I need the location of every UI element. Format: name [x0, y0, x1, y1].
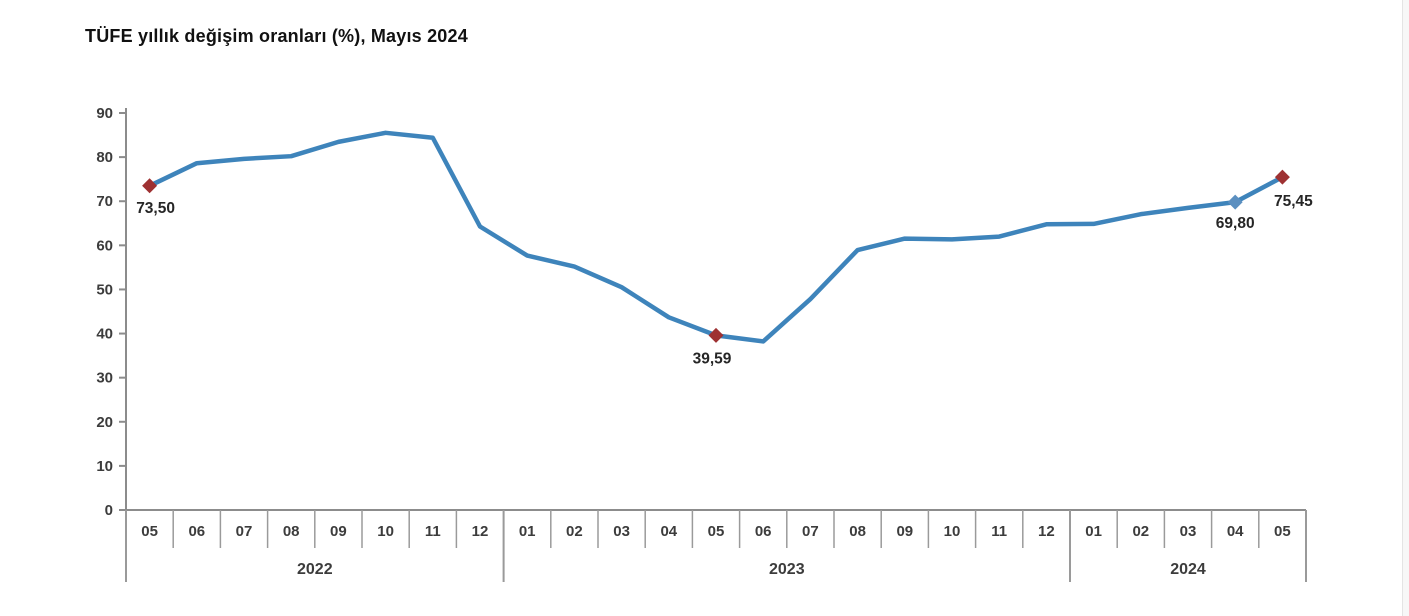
- x-month-label: 01: [519, 523, 536, 540]
- x-month-label: 09: [330, 523, 347, 540]
- data-point-label: 39,59: [693, 350, 732, 367]
- y-tick-label: 20: [96, 414, 113, 431]
- data-point-marker-red: [1274, 169, 1290, 185]
- data-point-marker-blue: [1227, 194, 1243, 210]
- y-tick-label: 90: [96, 105, 113, 122]
- scrollbar-track[interactable]: [1402, 0, 1409, 616]
- x-month-label: 04: [660, 523, 677, 540]
- x-month-label: 03: [1180, 523, 1197, 540]
- x-month-label: 06: [188, 523, 205, 540]
- x-month-label: 04: [1227, 523, 1244, 540]
- x-month-label: 03: [613, 523, 630, 540]
- data-point-label: 69,80: [1216, 215, 1255, 232]
- x-year-label: 2022: [297, 561, 333, 578]
- y-tick-label: 30: [96, 370, 113, 387]
- x-month-label: 10: [944, 523, 961, 540]
- data-point-label: 73,50: [136, 200, 175, 217]
- x-year-label: 2023: [769, 561, 805, 578]
- chart-title: TÜFE yıllık değişim oranları (%), Mayıs …: [85, 26, 468, 46]
- y-tick-label: 40: [96, 326, 113, 343]
- x-month-label: 02: [1132, 523, 1149, 540]
- x-month-label: 02: [566, 523, 583, 540]
- x-month-label: 07: [236, 523, 253, 540]
- y-tick-label: 60: [96, 237, 113, 254]
- x-month-label: 07: [802, 523, 819, 540]
- y-tick-label: 50: [96, 281, 113, 298]
- x-month-label: 12: [1038, 523, 1055, 540]
- x-month-label: 12: [472, 523, 489, 540]
- y-tick-label: 10: [96, 458, 113, 475]
- data-point-label: 75,45: [1274, 193, 1313, 210]
- y-tick-label: 0: [105, 502, 113, 519]
- y-tick-label: 70: [96, 193, 113, 210]
- x-month-label: 08: [849, 523, 866, 540]
- data-point-marker-red: [708, 327, 724, 343]
- x-month-label: 11: [991, 523, 1007, 540]
- x-month-label: 01: [1085, 523, 1102, 540]
- y-tick-label: 80: [96, 149, 113, 166]
- x-year-label: 2024: [1170, 561, 1206, 578]
- data-line: [147, 130, 1285, 344]
- x-month-label: 10: [377, 523, 394, 540]
- x-month-label: 05: [708, 523, 725, 540]
- x-month-label: 09: [896, 523, 913, 540]
- x-month-label: 11: [425, 523, 441, 540]
- x-month-label: 05: [1274, 523, 1291, 540]
- x-month-label: 08: [283, 523, 300, 540]
- data-point-marker-red: [142, 178, 158, 194]
- x-month-label: 06: [755, 523, 772, 540]
- x-month-label: 05: [141, 523, 158, 540]
